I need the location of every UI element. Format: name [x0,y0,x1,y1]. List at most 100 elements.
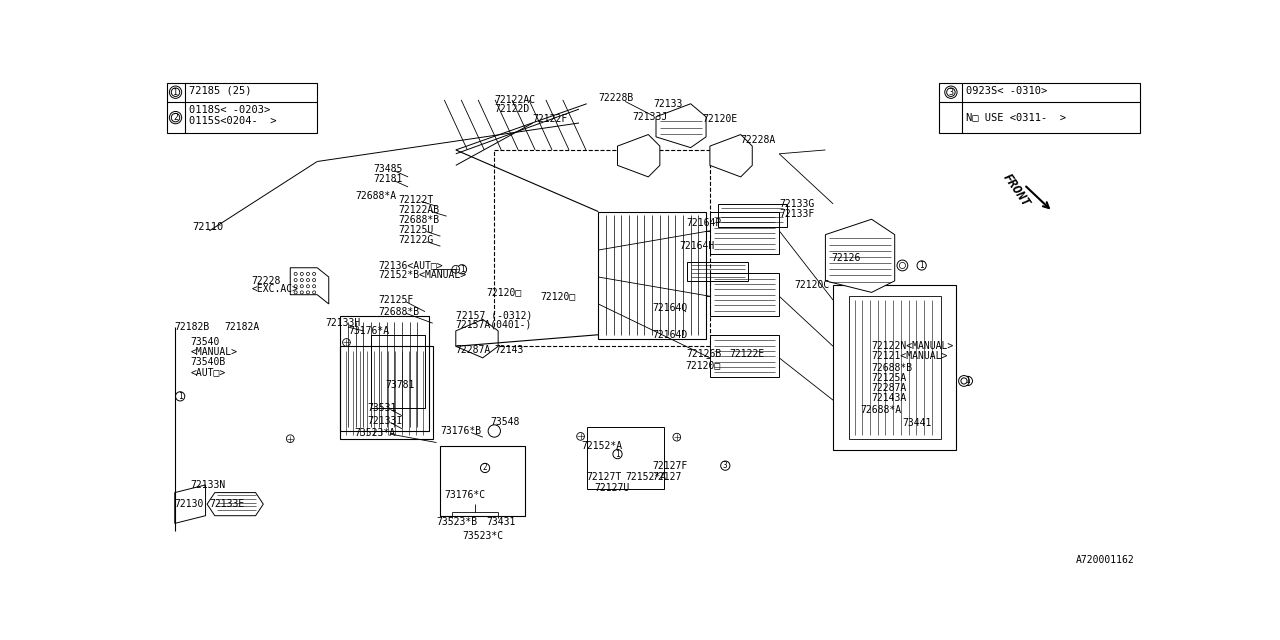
Text: 73523*A: 73523*A [355,428,396,438]
Text: 72127F: 72127F [652,461,687,470]
Text: 73540: 73540 [191,337,220,348]
Text: 72185 (25): 72185 (25) [188,86,251,95]
Text: 1: 1 [173,88,178,97]
Text: 72133E: 72133E [210,499,244,509]
Circle shape [312,273,316,275]
Circle shape [301,278,303,282]
Text: 72164P: 72164P [687,218,722,228]
Text: 72182A: 72182A [225,322,260,332]
Text: 72133N: 72133N [191,480,225,490]
Text: 73485: 73485 [374,164,403,174]
Circle shape [673,433,681,441]
Text: 72133G: 72133G [780,199,814,209]
Text: 72164D: 72164D [652,330,687,340]
Text: 72130: 72130 [175,499,204,509]
Circle shape [169,111,182,124]
Text: <MANUAL>: <MANUAL> [191,348,237,358]
Circle shape [294,278,297,282]
Polygon shape [456,319,498,358]
Text: 72126B: 72126B [687,349,722,359]
Text: 2: 2 [483,463,488,472]
Text: 72228: 72228 [252,276,282,286]
Text: 1: 1 [965,376,970,385]
Text: 72127T: 72127T [586,472,622,482]
Text: 72688*B: 72688*B [872,363,913,373]
Bar [940,83,1139,133]
Polygon shape [710,134,753,177]
Bar [440,447,525,516]
Circle shape [488,425,500,437]
Circle shape [916,261,927,270]
Text: 3: 3 [723,461,727,470]
Circle shape [172,88,179,97]
Text: 1: 1 [616,449,620,459]
Text: 72122AC: 72122AC [494,95,535,105]
Text: 72133F: 72133F [780,209,814,219]
Text: 3: 3 [948,88,954,97]
Text: 73523*B: 73523*B [436,517,477,527]
Text: 72110: 72110 [192,222,224,232]
Text: 73176*A: 73176*A [348,326,389,336]
Text: 72122E: 72122E [730,349,764,359]
Text: 72120□: 72120□ [540,291,576,301]
Circle shape [301,291,303,294]
Text: 72122D: 72122D [494,104,530,114]
Text: 72181: 72181 [374,174,403,184]
Text: A720001162: A720001162 [1075,556,1134,565]
Circle shape [306,273,310,275]
Text: 72164H: 72164H [680,241,714,251]
Bar [687,262,749,281]
Text: 72688*A: 72688*A [860,405,901,415]
Circle shape [964,376,973,385]
Text: 72136<AUT□>: 72136<AUT□> [379,260,443,271]
Text: 72143A: 72143A [872,393,906,403]
Bar [494,150,710,346]
Text: 2: 2 [173,113,178,122]
Text: 73176*C: 73176*C [444,490,485,500]
Text: 72121<MANUAL>: 72121<MANUAL> [872,351,948,362]
Text: 72127U: 72127U [594,483,630,493]
Text: 0923S< -0310>: 0923S< -0310> [966,86,1047,95]
Bar [168,83,317,133]
Text: <AUT□>: <AUT□> [191,367,225,378]
Polygon shape [291,268,329,304]
Text: 72127: 72127 [652,472,681,482]
Text: 73548: 73548 [490,417,520,427]
Circle shape [343,339,351,346]
Circle shape [721,461,730,470]
Text: 72120E: 72120E [703,114,737,124]
Polygon shape [207,493,264,516]
Bar [849,296,941,438]
Text: 72122F: 72122F [532,114,568,124]
Text: N□ USE <0311-  >: N□ USE <0311- > [966,113,1066,123]
Text: 72152*A: 72152*A [625,472,667,482]
Circle shape [172,113,179,122]
Circle shape [897,260,908,271]
Text: 1: 1 [919,261,924,270]
Text: 72133I: 72133I [367,416,402,426]
Text: 72143: 72143 [494,345,524,355]
Circle shape [480,463,490,472]
Text: 72157A(0401-): 72157A(0401-) [456,320,532,330]
Text: 0118S< -0203>: 0118S< -0203> [188,105,270,115]
Bar [710,335,780,377]
Circle shape [294,273,297,275]
Circle shape [287,435,294,442]
Bar [340,346,433,438]
Text: 73523*C: 73523*C [462,531,503,541]
Polygon shape [617,134,660,177]
Bar [710,212,780,254]
Circle shape [457,265,467,274]
Polygon shape [826,220,895,292]
Circle shape [312,285,316,288]
Text: 72125A: 72125A [872,373,906,383]
Circle shape [947,88,955,97]
Text: 72120C: 72120C [795,280,829,290]
Text: 1: 1 [460,265,465,274]
Bar [718,204,787,227]
Text: 73431: 73431 [486,517,516,527]
Text: 73441: 73441 [902,419,932,428]
Circle shape [306,278,310,282]
Circle shape [301,273,303,275]
Circle shape [312,278,316,282]
